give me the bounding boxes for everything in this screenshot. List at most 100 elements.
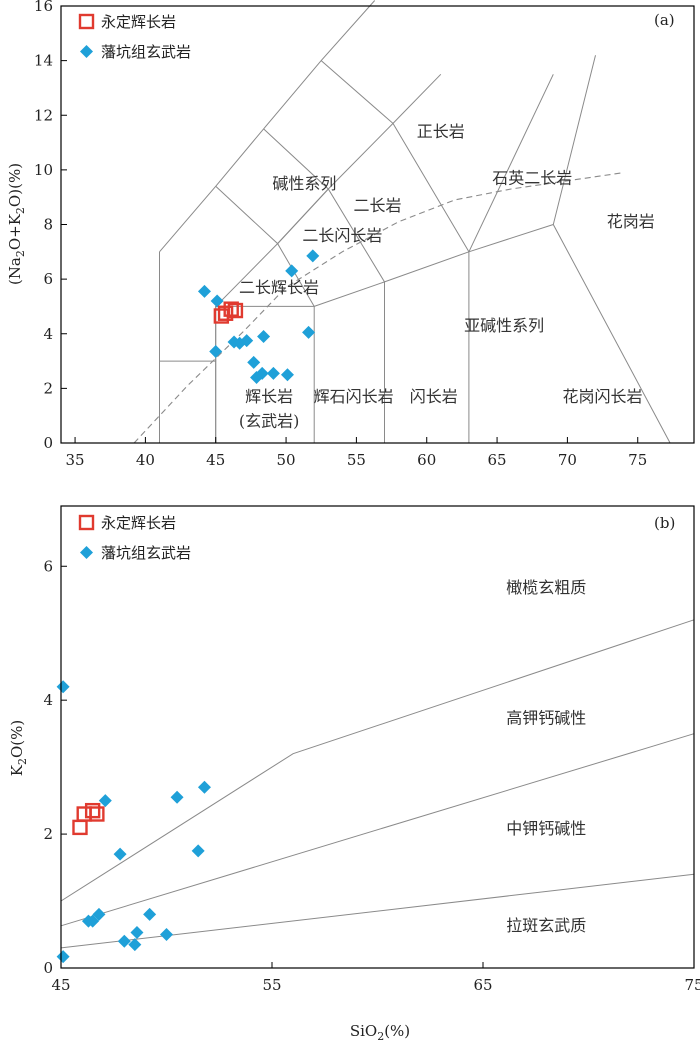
- y-tick-label: 0: [43, 959, 53, 977]
- basalt-data-point: [56, 680, 70, 694]
- gabbro-data-point: [223, 301, 239, 317]
- basalt-data-point: [170, 790, 184, 804]
- y-tick-label: 2: [43, 379, 53, 397]
- gabbro-data-point: [76, 806, 92, 822]
- tas-axis-ticks: 35 40 45 50 55 60 65 70 75 0 2 4 6 8 10 12 14 16: [34, 0, 647, 469]
- basalt-data-point: [302, 325, 316, 339]
- ylabel-subscript: 2: [14, 207, 27, 214]
- x-tick-label: 65: [473, 976, 492, 994]
- k2o-x-axis-label: SiO2(%): [350, 1022, 410, 1043]
- field-label: 正长岩: [417, 122, 465, 141]
- x-tick-label: 65: [488, 451, 507, 469]
- field-label: 高钾钙碱性: [506, 709, 586, 728]
- field-boundary-line: [159, 360, 217, 443]
- y-tick-label: 2: [43, 825, 53, 843]
- basalt-data-point: [143, 907, 157, 921]
- legend-diamond-marker: [80, 45, 93, 58]
- xlabel-part: SiO: [350, 1022, 377, 1040]
- field-boundary-line: [468, 74, 554, 253]
- basalt-data-point: [280, 368, 294, 382]
- basalt-data-point: [160, 928, 173, 942]
- basalt-data-point: [210, 294, 224, 308]
- basalt-data-point: [209, 345, 223, 359]
- x-tick-label: 55: [347, 451, 366, 469]
- field-label: 辉长岩: [245, 387, 293, 406]
- field-boundary-line: [60, 733, 695, 927]
- basalt-data-point: [240, 334, 254, 348]
- field-boundary-line: [277, 188, 329, 244]
- basalt-data-point: [113, 847, 127, 861]
- basalt-data-point: [306, 249, 320, 263]
- field-boundary-line: [60, 873, 695, 949]
- gabbro-data-point: [72, 819, 88, 836]
- legend-label-basalt: 藩坑组玄武岩: [101, 544, 191, 562]
- field-label: 石英二长岩: [492, 169, 572, 188]
- legend-square-marker: [78, 514, 95, 531]
- ylabel-part: O(%): [8, 720, 26, 758]
- ylabel-subscript: 2: [16, 758, 29, 765]
- field-boundary-line: [320, 60, 470, 253]
- field-label: 中钾钙碱性: [506, 819, 586, 838]
- field-boundary-line: [263, 128, 385, 283]
- basalt-data-point: [191, 844, 205, 858]
- k2o-axis-ticks: 45 55 65 75 0 2 4 6: [43, 557, 700, 994]
- field-label: 碱性系列: [272, 174, 336, 193]
- ylabel-part: (Na: [6, 257, 24, 285]
- y-tick-label: 14: [34, 52, 53, 70]
- k2o-data-points: [56, 680, 211, 964]
- ylabel-part: O)(%): [6, 163, 24, 207]
- field-boundary-line: [552, 55, 671, 444]
- tas-plot-frame: [60, 5, 695, 444]
- field-label: (玄武岩): [239, 412, 300, 431]
- basalt-data-point: [98, 794, 112, 808]
- basalt-data-point: [255, 366, 269, 380]
- x-tick-label: 75: [684, 976, 700, 994]
- field-boundary-line: [314, 224, 554, 307]
- ylabel-subscript: 2: [14, 250, 27, 257]
- field-label: 二长闪长岩: [302, 226, 382, 245]
- x-tick-label: 45: [206, 451, 225, 469]
- tas-legend: 永定辉长岩 藩坑组玄武岩: [78, 13, 191, 61]
- y-tick-label: 12: [34, 106, 53, 124]
- panel-label-b: (b): [654, 514, 675, 532]
- basalt-data-point: [266, 366, 280, 380]
- gabbro-data-point: [227, 302, 244, 319]
- field-label: 橄榄玄粗质: [506, 578, 586, 597]
- basalt-data-point: [197, 284, 211, 298]
- x-tick-label: 75: [628, 451, 647, 469]
- alkaline-subalkaline-divide-line: [133, 172, 624, 444]
- field-boundary-line: [215, 305, 315, 443]
- gabbro-data-point: [89, 806, 105, 822]
- field-label: 花岗闪长岩: [563, 387, 643, 406]
- x-tick-label: 70: [558, 451, 577, 469]
- tas-data-points: [197, 249, 320, 384]
- tas-field-boundaries: [159, 0, 671, 444]
- y-tick-label: 4: [43, 325, 53, 343]
- field-label: 花岗岩: [607, 212, 655, 231]
- y-tick-label: 4: [43, 691, 53, 709]
- basalt-data-point: [285, 264, 299, 278]
- legend-label-gabbro: 永定辉长岩: [101, 514, 176, 532]
- basalt-data-point: [197, 780, 211, 794]
- legend-square-marker: [78, 13, 95, 30]
- k2o-legend: 永定辉长岩 藩坑组玄武岩: [78, 514, 191, 562]
- x-tick-label: 35: [66, 451, 85, 469]
- field-boundary-line: [159, 0, 376, 253]
- xlabel-subscript: 2: [377, 1030, 384, 1043]
- panel-label-a: (a): [654, 11, 675, 29]
- legend-label-gabbro: 永定辉长岩: [101, 13, 176, 31]
- field-label: 二长岩: [353, 196, 401, 215]
- x-tick-label: 55: [262, 976, 281, 994]
- x-tick-label: 50: [277, 451, 296, 469]
- field-boundary-line: [215, 185, 315, 307]
- k2o-y-axis-label: K2O(%): [8, 720, 29, 776]
- basalt-data-point: [257, 329, 271, 343]
- field-label: 亚碱性系列: [464, 316, 544, 335]
- field-label: 二长辉长岩: [239, 278, 319, 297]
- ylabel-part: O+K: [6, 213, 24, 250]
- y-tick-label: 6: [43, 557, 53, 575]
